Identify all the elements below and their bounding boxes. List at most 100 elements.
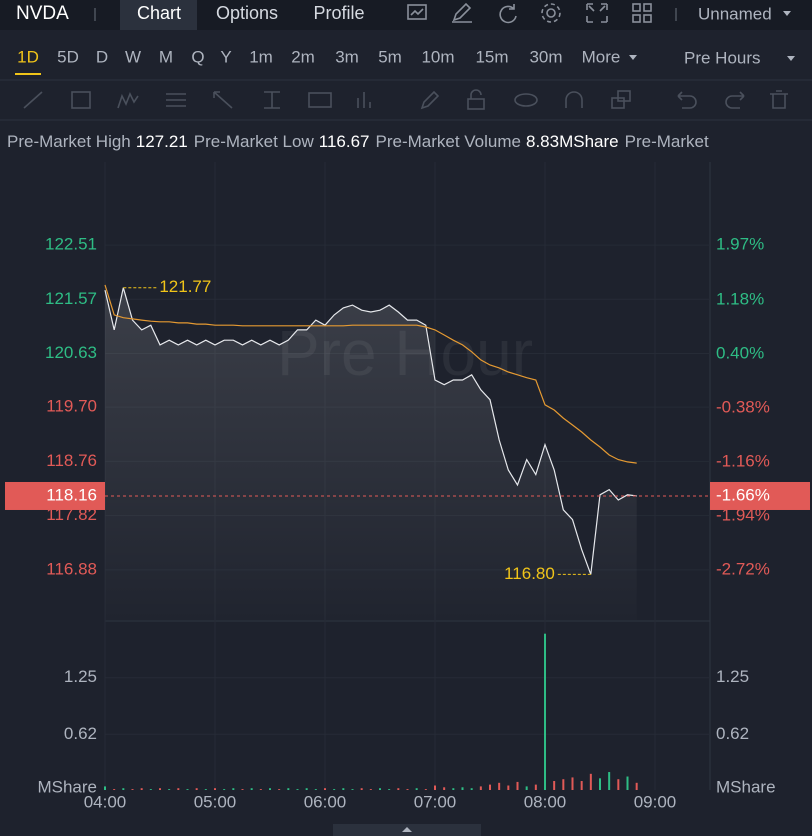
last-price-label: 118.16 xyxy=(46,485,97,504)
volume-bar xyxy=(507,785,510,790)
price-area xyxy=(105,287,637,620)
x-tick-label: 05:00 xyxy=(194,792,237,811)
stats-line: Pre-Market High 127.21 Pre-Market Low 116.6… xyxy=(7,132,709,151)
dropdown-arrow[interactable] xyxy=(787,56,795,61)
volume-bar xyxy=(223,789,226,790)
period[interactable]: More xyxy=(582,47,621,66)
volume-bar xyxy=(342,788,345,790)
volume-bar xyxy=(177,788,180,790)
y-tick-label: 1.25 xyxy=(64,667,97,686)
volume-bar xyxy=(333,789,336,790)
dropdown-arrow[interactable] xyxy=(783,11,791,16)
volume-bar xyxy=(553,781,556,790)
volume-bar xyxy=(324,788,326,790)
y-axis-unit: MShare xyxy=(37,777,97,796)
volume-bar xyxy=(626,776,629,790)
volume-bar xyxy=(452,788,455,790)
y2-tick-label: 1.97% xyxy=(716,235,764,254)
tab[interactable]: Options xyxy=(216,3,278,23)
volume-bar xyxy=(489,784,491,790)
period[interactable]: W xyxy=(125,47,141,66)
tab[interactable]: Profile xyxy=(313,3,364,23)
period[interactable]: 5m xyxy=(378,47,402,66)
volume-bar xyxy=(397,788,400,790)
x-tick-label: 07:00 xyxy=(414,792,457,811)
volume-bar xyxy=(149,789,152,790)
y2-axis-unit: MShare xyxy=(716,777,776,796)
period[interactable]: D xyxy=(96,47,108,66)
volume-bar xyxy=(589,773,592,790)
period[interactable]: 1m xyxy=(249,47,273,66)
volume-bar xyxy=(443,787,446,790)
volume-bar xyxy=(369,789,372,790)
x-tick-label: 08:00 xyxy=(524,792,567,811)
y-tick-label: 119.70 xyxy=(46,397,97,416)
y2-tick-label: -1.16% xyxy=(716,452,770,471)
volume-bar xyxy=(269,788,271,790)
volume-bar xyxy=(186,789,189,790)
volume-bar xyxy=(250,788,253,790)
period[interactable]: Q xyxy=(191,47,204,66)
volume-bar xyxy=(379,788,381,790)
y-tick-label: 118.76 xyxy=(46,451,97,470)
period[interactable]: 15m xyxy=(475,47,508,66)
y2-tick-label: 0.40% xyxy=(716,343,764,362)
volume-bar xyxy=(360,788,363,790)
volume-bar xyxy=(278,789,281,790)
volume-bar xyxy=(195,788,198,790)
y2-tick-label: 1.25 xyxy=(716,667,749,686)
x-tick-label: 04:00 xyxy=(84,792,127,811)
layout-name[interactable]: Unnamed xyxy=(698,4,772,23)
volume-bar xyxy=(241,789,244,790)
period[interactable]: 1D xyxy=(17,47,39,66)
session-select[interactable]: Pre Hours xyxy=(684,48,761,67)
x-tick-label: 09:00 xyxy=(634,792,677,811)
last-change-box xyxy=(710,481,810,510)
volume-bar xyxy=(562,779,565,790)
volume-bar xyxy=(617,779,620,790)
period[interactable]: 10m xyxy=(421,47,454,66)
stat-value: 8.83MShare xyxy=(526,132,619,151)
annotation-label: 121.77 xyxy=(159,277,211,296)
stat-value: 116.67 xyxy=(319,132,370,151)
stat-label: Pre-Market Volume xyxy=(375,132,521,151)
period[interactable]: M xyxy=(159,47,173,66)
volume-bar xyxy=(131,789,134,790)
stat-label: Pre-Market Low xyxy=(194,132,315,151)
period[interactable]: 5D xyxy=(57,47,79,66)
period[interactable]: 3m xyxy=(335,47,359,66)
y-tick-label: 120.63 xyxy=(45,343,97,362)
period[interactable]: Y xyxy=(220,47,231,66)
symbol: NVDA xyxy=(16,3,69,24)
annotation-label: 116.80 xyxy=(504,564,555,583)
x-tick-label: 06:00 xyxy=(304,792,347,811)
volume-bar xyxy=(498,782,501,790)
y2-tick-label: -0.38% xyxy=(716,397,770,416)
volume-bar xyxy=(168,789,171,790)
volume-bar xyxy=(571,777,574,790)
volume-bar xyxy=(351,789,354,790)
period[interactable]: 2m xyxy=(291,47,315,66)
volume-bar xyxy=(599,778,601,790)
stat-label: Pre-Market xyxy=(625,132,709,151)
average-line xyxy=(104,284,637,464)
volume-bar xyxy=(232,788,235,790)
volume-bar xyxy=(580,781,583,790)
stat-label: Pre-Market High xyxy=(7,132,131,151)
y2-tick-label: -1.94% xyxy=(716,506,770,525)
volume-bar xyxy=(204,789,207,790)
tab[interactable]: Chart xyxy=(137,3,181,23)
handle-arrow[interactable] xyxy=(402,827,412,832)
volume-bar xyxy=(122,788,125,790)
y-tick-label: 116.88 xyxy=(46,559,97,578)
volume-bar xyxy=(516,781,519,790)
y-tick-label: 121.57 xyxy=(45,289,97,308)
dropdown-arrow[interactable] xyxy=(629,55,637,60)
volume-bar xyxy=(388,789,391,790)
volume-bar xyxy=(104,786,106,790)
volume-bar xyxy=(415,788,418,790)
period[interactable]: 30m xyxy=(529,47,562,66)
y-tick-label: 122.51 xyxy=(45,235,97,254)
stat-value: 127.21 xyxy=(136,132,188,151)
